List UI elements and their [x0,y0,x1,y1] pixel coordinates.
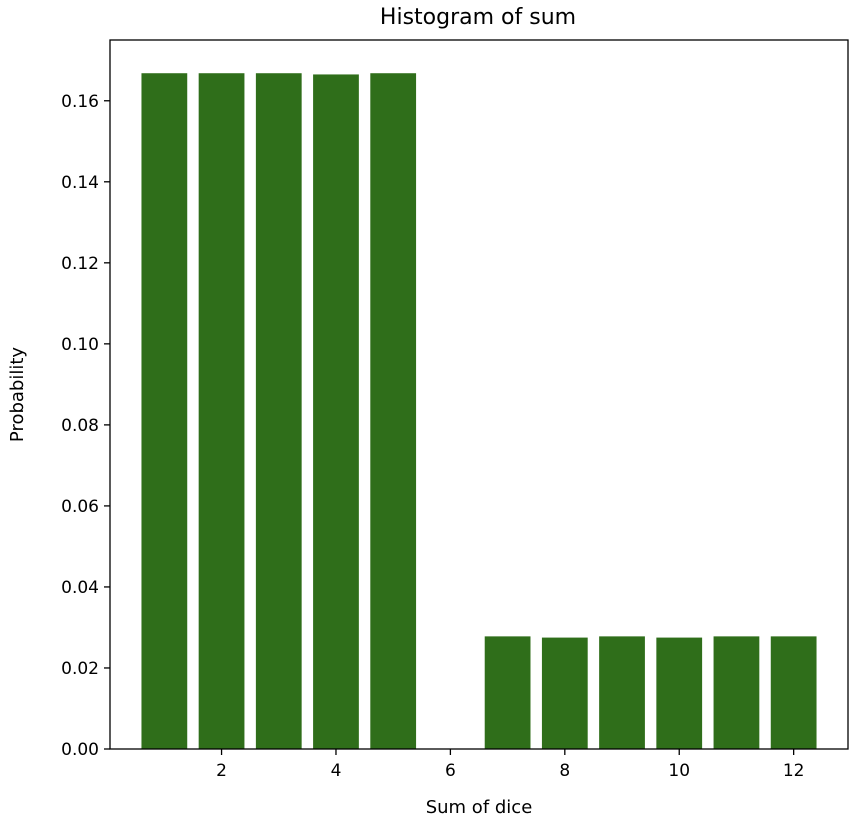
x-tick-label: 4 [331,761,342,781]
y-tick-label: 0.02 [61,659,99,679]
x-tick-label: 2 [216,761,227,781]
x-tick-label: 6 [445,761,456,781]
bar-sum-8 [541,637,588,749]
y-axis-label: Probability [7,347,28,442]
y-tick-label: 0.04 [61,578,99,598]
x-tick-label: 10 [668,761,690,781]
y-tick-label: 0.10 [61,335,99,355]
bar-sum-9 [599,636,645,749]
bar-sum-4 [313,74,359,750]
y-tick-label: 0.16 [61,92,99,112]
bar-sum-3 [255,73,302,749]
chart-title: Histogram of sum [380,5,576,30]
y-axis-ticks: 0.00 0.02 0.04 0.06 0.08 0.10 0.12 0.14 0.16 [61,92,110,760]
bars-group [141,73,817,750]
y-tick-label: 0.14 [61,173,99,193]
bar-sum-11 [713,636,760,749]
bar-sum-12 [770,636,817,749]
bar-sum-5 [370,73,417,749]
bar-sum-7 [484,636,531,749]
x-tick-label: 8 [559,761,570,781]
bar-sum-10 [656,637,703,749]
x-axis-ticks: 2 4 6 8 10 12 [216,749,804,781]
bar-sum-2 [198,73,245,749]
y-tick-label: 0.00 [61,740,99,760]
y-tick-label: 0.08 [61,416,99,436]
y-tick-label: 0.12 [61,254,99,274]
plot-frame [109,39,849,750]
bar-sum-1 [141,73,188,749]
x-tick-label: 12 [783,761,805,781]
y-tick-label: 0.06 [61,497,99,517]
x-axis-label: Sum of dice [426,797,533,818]
